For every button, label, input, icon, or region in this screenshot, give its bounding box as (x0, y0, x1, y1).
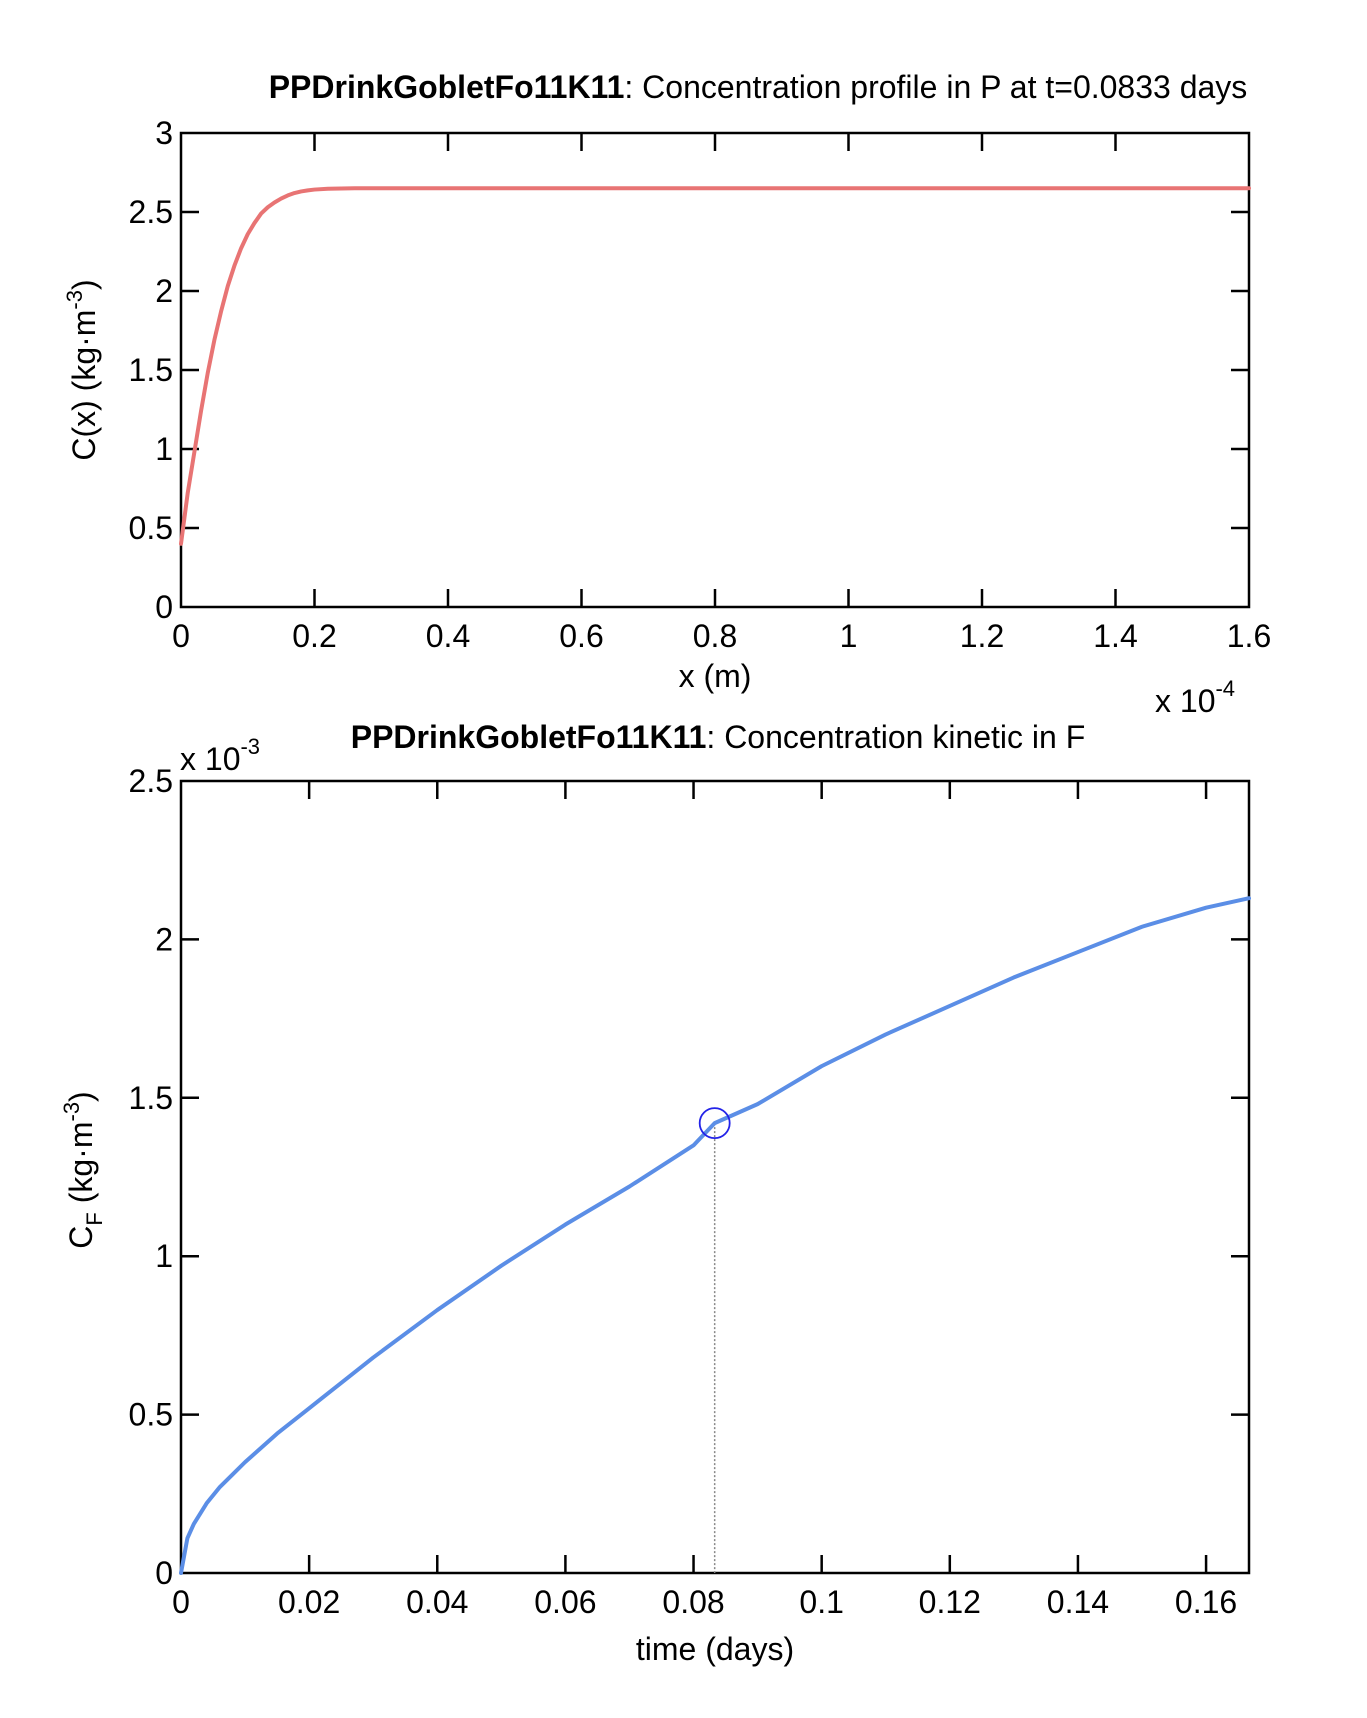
chart1-x-tick-label: 0.2 (292, 618, 336, 654)
chart1-x-tick-label: 0.4 (426, 618, 470, 654)
chart2-series-line (179, 896, 1251, 1575)
chart1-x-exponent: x 10-4 (1155, 676, 1235, 719)
chart2-x-tick-label: 0.08 (662, 1584, 724, 1620)
chart1-axes-box (179, 131, 1251, 609)
chart1-y-tick-label: 2.5 (129, 194, 173, 230)
chart2-x-tick-label: 0.16 (1175, 1584, 1237, 1620)
chart1-y-tick-label: 0 (155, 589, 173, 625)
chart2-title: PPDrinkGobletFo11K11: Concentration kine… (351, 719, 1086, 755)
chart2-x-tick-label: 0.06 (534, 1584, 596, 1620)
chart2-ticks (181, 781, 1249, 1573)
chart1-y-axis-label: C(x) (kg·m-3) (62, 279, 102, 460)
chart2-x-tick-label: 0.14 (1047, 1584, 1109, 1620)
chart1-x-tick-label: 0.6 (559, 618, 603, 654)
chart2-x-axis-label: time (days) (636, 1631, 794, 1667)
chart1-series-line (179, 186, 1251, 546)
chart2-y-tick-label: 2.5 (129, 763, 173, 799)
chart2-x-tick-label: 0.04 (406, 1584, 468, 1620)
chart1-ticks (181, 133, 1249, 607)
chart2-y-tick-label: 2 (155, 921, 173, 957)
chart2-x-tick-label: 0.1 (799, 1584, 843, 1620)
chart2-y-tick-label: 1.5 (129, 1080, 173, 1116)
chart2-y-tick-label: 0 (155, 1555, 173, 1591)
chart1-y-tick-label: 0.5 (129, 510, 173, 546)
chart1-x-tick-label: 1 (840, 618, 858, 654)
chart2-x-tick-label: 0.02 (278, 1584, 340, 1620)
chart1-x-axis-label: x (m) (679, 658, 752, 694)
chart1-x-tick-labels: 0 0.2 0.4 0.6 0.8 1 1.2 1.4 1.6 (172, 618, 1271, 654)
chart1-x-tick-label: 1.2 (960, 618, 1004, 654)
chart2-y-tick-labels: 0 0.5 1 1.5 2 2.5 (129, 763, 173, 1591)
chart2-x-tick-label: 0.12 (919, 1584, 981, 1620)
chart1-y-tick-label: 2 (155, 273, 173, 309)
chart2-x-tick-labels: 0 0.02 0.04 0.06 0.08 0.1 0.12 0.14 0.16 (172, 1584, 1237, 1620)
chart1-y-tick-labels: 0 0.5 1 1.5 2 2.5 3 (129, 115, 173, 625)
chart2-y-axis-label: CF (kg·m-3) (59, 1091, 107, 1248)
chart1-y-tick-label: 3 (155, 115, 173, 151)
chart2-x-tick-label: 0 (172, 1584, 190, 1620)
chart1-x-tick-label: 0 (172, 618, 190, 654)
chart1-x-tick-label: 1.6 (1227, 618, 1271, 654)
concentration-profile-chart: PPDrinkGobletFo11K11: Concentration prof… (62, 69, 1271, 719)
chart1-x-tick-label: 1.4 (1093, 618, 1137, 654)
chart2-current-time-marker (698, 1107, 731, 1140)
chart1-title: PPDrinkGobletFo11K11: Concentration prof… (269, 69, 1248, 105)
chart2-y-exponent: x 10-3 (180, 734, 260, 777)
chart2-y-tick-label: 1 (155, 1238, 173, 1274)
chart1-y-tick-label: 1.5 (129, 352, 173, 388)
chart1-y-tick-label: 1 (155, 431, 173, 467)
chart2-y-tick-label: 0.5 (129, 1397, 173, 1433)
concentration-kinetic-chart: PPDrinkGobletFo11K11: Concentration kine… (59, 719, 1251, 1667)
chart1-x-tick-label: 0.8 (693, 618, 737, 654)
